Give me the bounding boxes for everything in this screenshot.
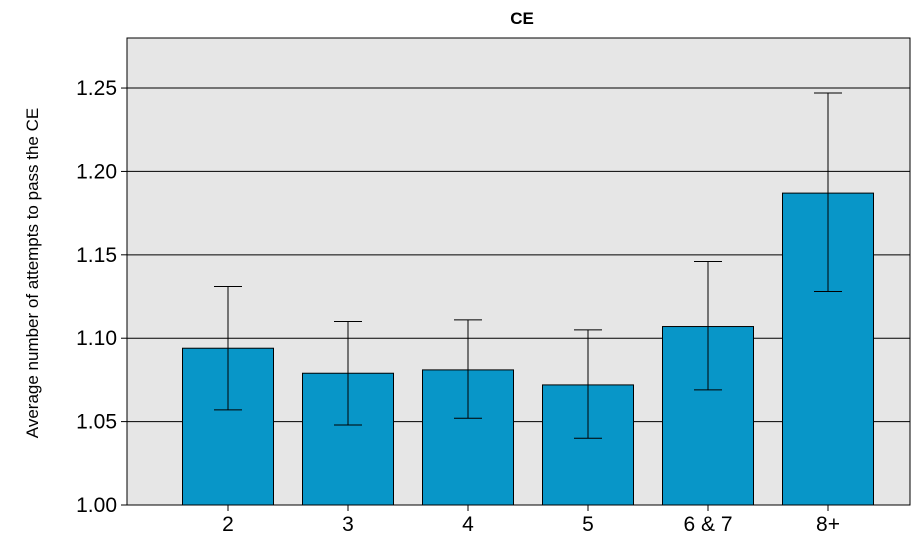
y-axis-label: Average number of attempts to pass the C… <box>23 108 42 438</box>
x-tick-label: 2 <box>222 513 234 536</box>
y-tick-label: 1.20 <box>76 160 117 183</box>
x-tick-label: 3 <box>342 513 354 536</box>
x-tick-label: 8+ <box>816 513 840 536</box>
y-tick-label: 1.05 <box>76 411 117 434</box>
x-tick-label: 6 & 7 <box>683 513 732 536</box>
x-tick-label: 5 <box>582 513 594 536</box>
y-tick-label: 1.10 <box>76 327 117 350</box>
plot-area: 1.00 1.05 1.10 1.15 1.20 1.25 2 3 4 5 6 & 7 8+ <box>76 37 911 536</box>
x-tick-label: 4 <box>462 513 474 536</box>
y-tick-label: 1.15 <box>76 244 117 267</box>
y-tick-label: 1.00 <box>76 494 117 517</box>
chart-title: CE <box>510 9 534 28</box>
y-tick-label: 1.25 <box>76 77 117 100</box>
